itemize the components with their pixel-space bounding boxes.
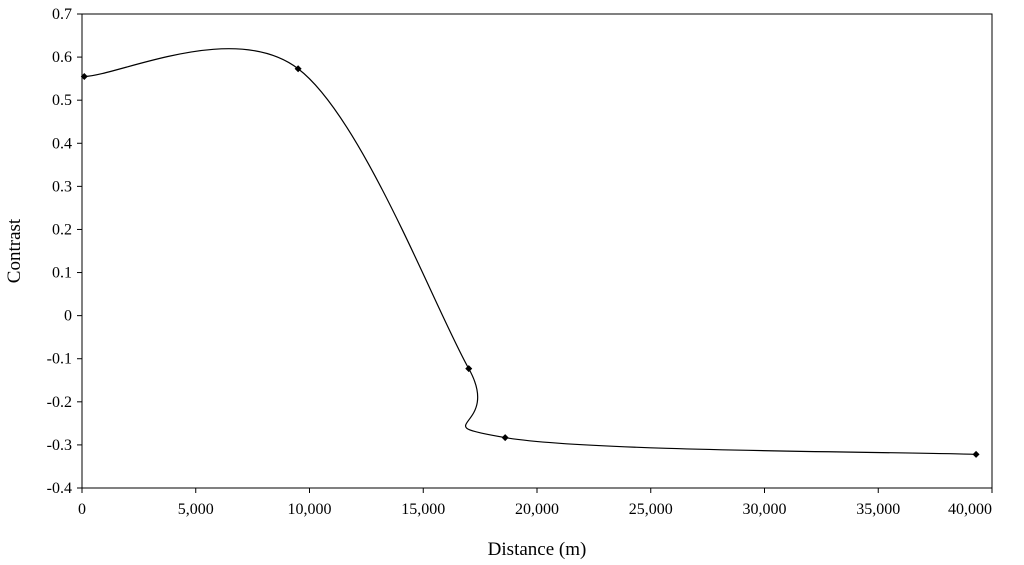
data-point-marker [294,65,302,73]
data-point-marker [465,365,473,373]
y-tick-label: 0.2 [52,221,72,238]
series-line [84,48,977,455]
series-layer [80,48,980,458]
y-tick-label: -0.1 [47,351,72,368]
x-tick-label: 25,000 [629,501,673,518]
y-tick-label: 0.1 [52,265,72,282]
y-tick-label: 0.6 [52,49,72,66]
y-tick-label: -0.2 [47,394,72,411]
x-tick-label: 20,000 [515,501,559,518]
data-point-marker [972,450,980,458]
x-axis: 0 5,000 10,000 15,000 20,000 25,000 30,000 35,0… [78,488,993,518]
y-tick-label: 0.7 [52,6,72,23]
plot-area [81,13,993,489]
y-tick-label: 0.4 [52,135,72,152]
y-tick-label: -0.4 [47,480,72,497]
x-axis-title: Distance (m) [488,539,587,560]
y-tick-label: -0.3 [47,437,72,454]
x-tick-label: 40,000 [948,501,992,518]
y-tick-label: 0.3 [52,178,72,195]
x-tick-label: 35,000 [856,501,900,518]
y-axis: 0.7 0.6 0.5 0.4 0.3 0.2 0.1 0 -0.1 -0.2 -0.3 -0.4 [47,6,82,497]
x-tick-label: 5,000 [178,501,214,518]
x-tick-label: 0 [78,501,86,518]
data-point-marker [80,72,88,80]
x-tick-label: 15,000 [401,501,445,518]
y-tick-label: 0.5 [52,92,72,109]
y-axis-title: Contrast [4,218,25,283]
x-tick-label: 30,000 [743,501,787,518]
x-tick-label: 10,000 [288,501,332,518]
y-tick-label: 0 [64,308,72,325]
data-point-marker [501,434,509,442]
